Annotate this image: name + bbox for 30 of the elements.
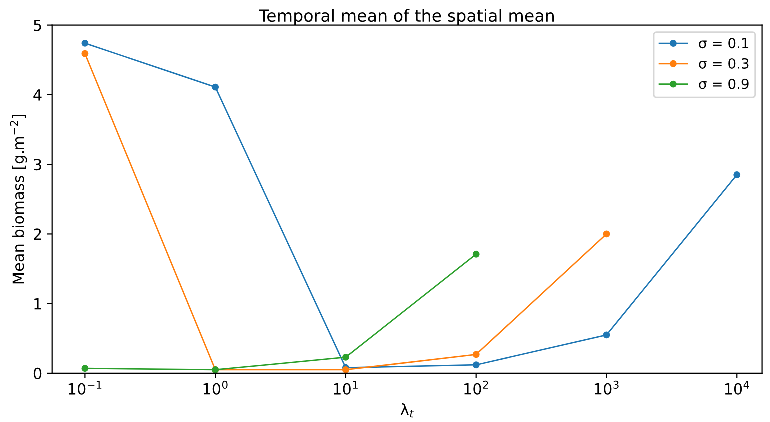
point <box>603 332 610 339</box>
point <box>82 365 89 372</box>
x-axis-title: λ$_{t}$ <box>400 404 414 418</box>
point <box>472 351 480 358</box>
point <box>472 362 480 369</box>
y-tick-label: 4 <box>34 90 42 101</box>
legend-label: σ = 0.9 <box>699 78 749 90</box>
point <box>82 40 89 47</box>
point <box>734 172 741 178</box>
point <box>603 230 610 238</box>
y-tick-label: 0 <box>34 368 42 380</box>
point <box>342 366 350 374</box>
point <box>342 354 350 361</box>
chart-title: Temporal mean of the spatial mean <box>259 9 554 26</box>
x-tick-label: 10$^{0}$ <box>204 380 228 395</box>
point <box>472 250 480 258</box>
x-tick-label: 10$^{4}$ <box>725 381 750 395</box>
x-tick-label: 10$^{−1}$ <box>68 381 102 395</box>
x-tick-label: 10$^{2}$ <box>464 380 488 395</box>
legend-label: σ = 0.1 <box>699 38 749 49</box>
point <box>212 84 220 91</box>
y-tick-label: 2 <box>34 228 42 240</box>
point <box>82 50 89 58</box>
x-tick-label: 10$^{1}$ <box>334 381 358 395</box>
y-tick-label: 3 <box>34 159 42 171</box>
x-tick-label: 10$^{3}$ <box>594 380 619 395</box>
y-tick-label: 5 <box>34 20 42 32</box>
y-axis-title: Mean biomass [g.m$^{−2}$] <box>10 114 28 284</box>
y-tick-label: 1 <box>34 298 42 310</box>
legend-label: σ = 0.3 <box>699 58 749 69</box>
